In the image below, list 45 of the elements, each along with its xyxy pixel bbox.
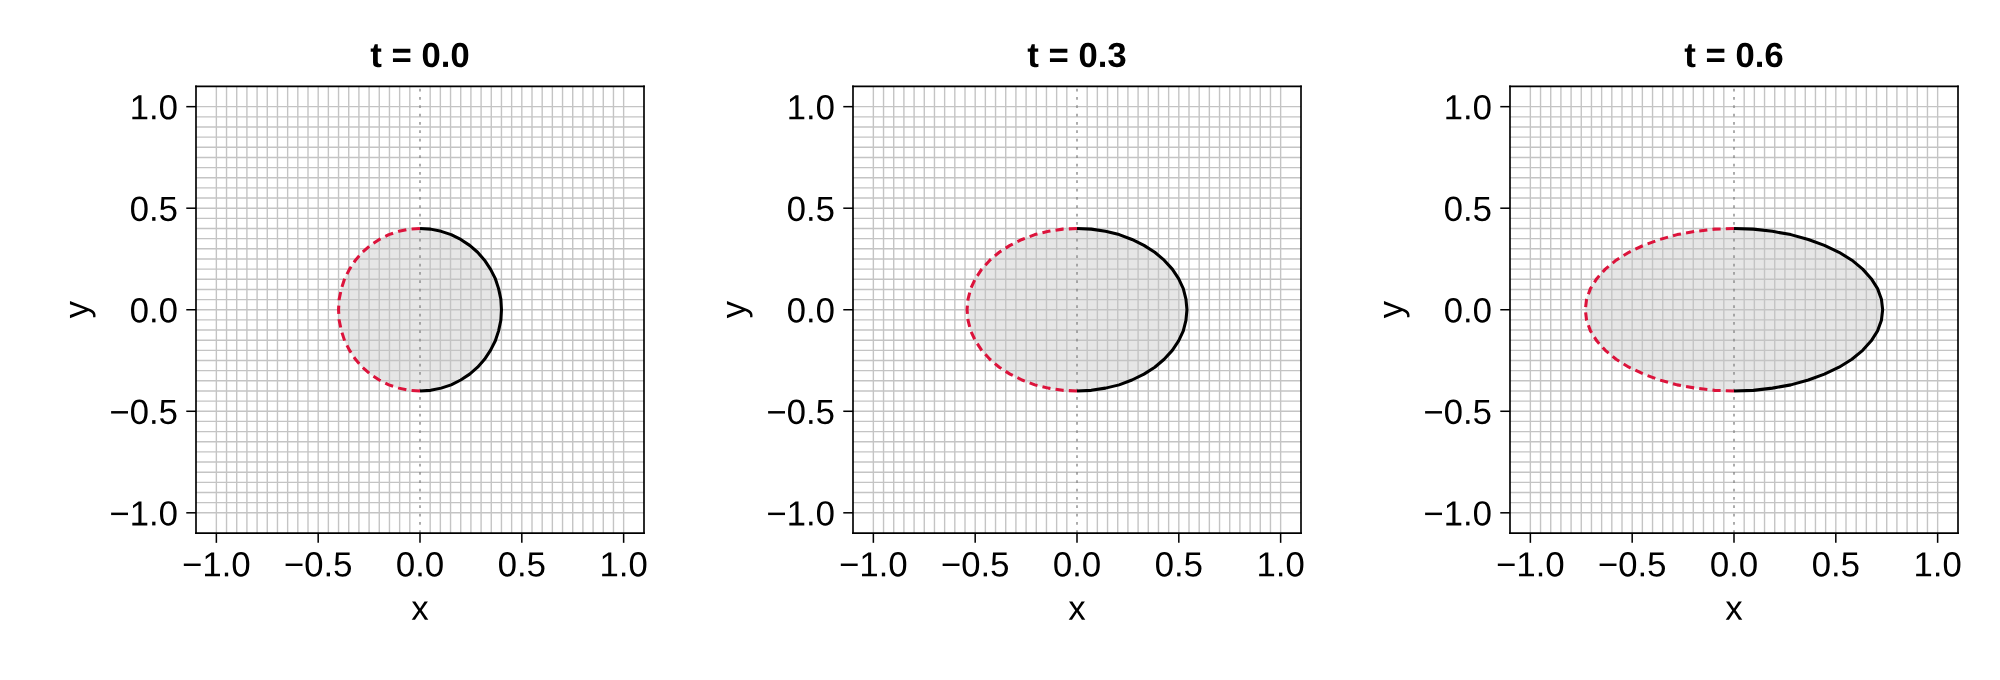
y-tick-label: 0.5 [1445,196,1491,222]
x-axis-title: x [411,601,429,620]
line-series [337,226,422,393]
line-series [965,226,1079,393]
x-tick-label: 0.5 [1813,552,1859,577]
y-axis-title: y [69,301,96,319]
x-tick-label: −1.0 [840,552,907,577]
y-tick-label: 0.0 [1445,298,1491,323]
line-series [418,226,503,393]
y-tick-label: 0.5 [131,196,177,222]
y-tick-label: −1.0 [1425,501,1491,526]
y-tick-label: 1.0 [1446,95,1491,120]
y-tick-label: −0.5 [768,399,834,425]
y-axis-title: y [726,301,753,319]
y-tick-label: −1.0 [111,501,177,526]
y-tick-label: 1.0 [789,95,834,120]
chart-title: t = 0.6 [1684,42,1783,68]
y-tick-label: −0.5 [1425,399,1491,425]
x-tick-label: 1.0 [1259,552,1304,577]
x-tick-label: −1.0 [1497,552,1564,577]
x-axis-title: x [1725,601,1743,620]
y-tick-label: 0.0 [131,298,177,323]
y-tick-label: 1.0 [132,95,177,120]
y-tick-label: −0.5 [111,399,177,425]
x-tick-label: −1.0 [183,552,250,577]
y-tick-label: 0.5 [788,196,834,222]
x-tick-label: 1.0 [1916,552,1961,577]
x-tick-label: 1.0 [602,552,647,577]
x-tick-label: 0.0 [397,552,443,577]
y-axis-title: y [1383,301,1410,319]
line-series [1583,226,1736,393]
line-series [1732,226,1885,393]
x-tick-label: 0.0 [1054,552,1100,577]
x-tick-label: −0.5 [1599,552,1665,577]
x-tick-label: 0.5 [499,552,545,577]
x-tick-label: 0.5 [1156,552,1202,577]
x-tick-label: −0.5 [942,552,1008,577]
x-tick-label: −0.5 [285,552,351,577]
chart-title: t = 0.3 [1027,42,1126,68]
chart-title: t = 0.0 [370,42,469,68]
x-axis-title: x [1068,601,1086,620]
y-tick-label: 0.0 [788,298,834,323]
y-tick-label: −1.0 [768,501,834,526]
x-tick-label: 0.0 [1711,552,1757,577]
line-series [1075,226,1189,393]
